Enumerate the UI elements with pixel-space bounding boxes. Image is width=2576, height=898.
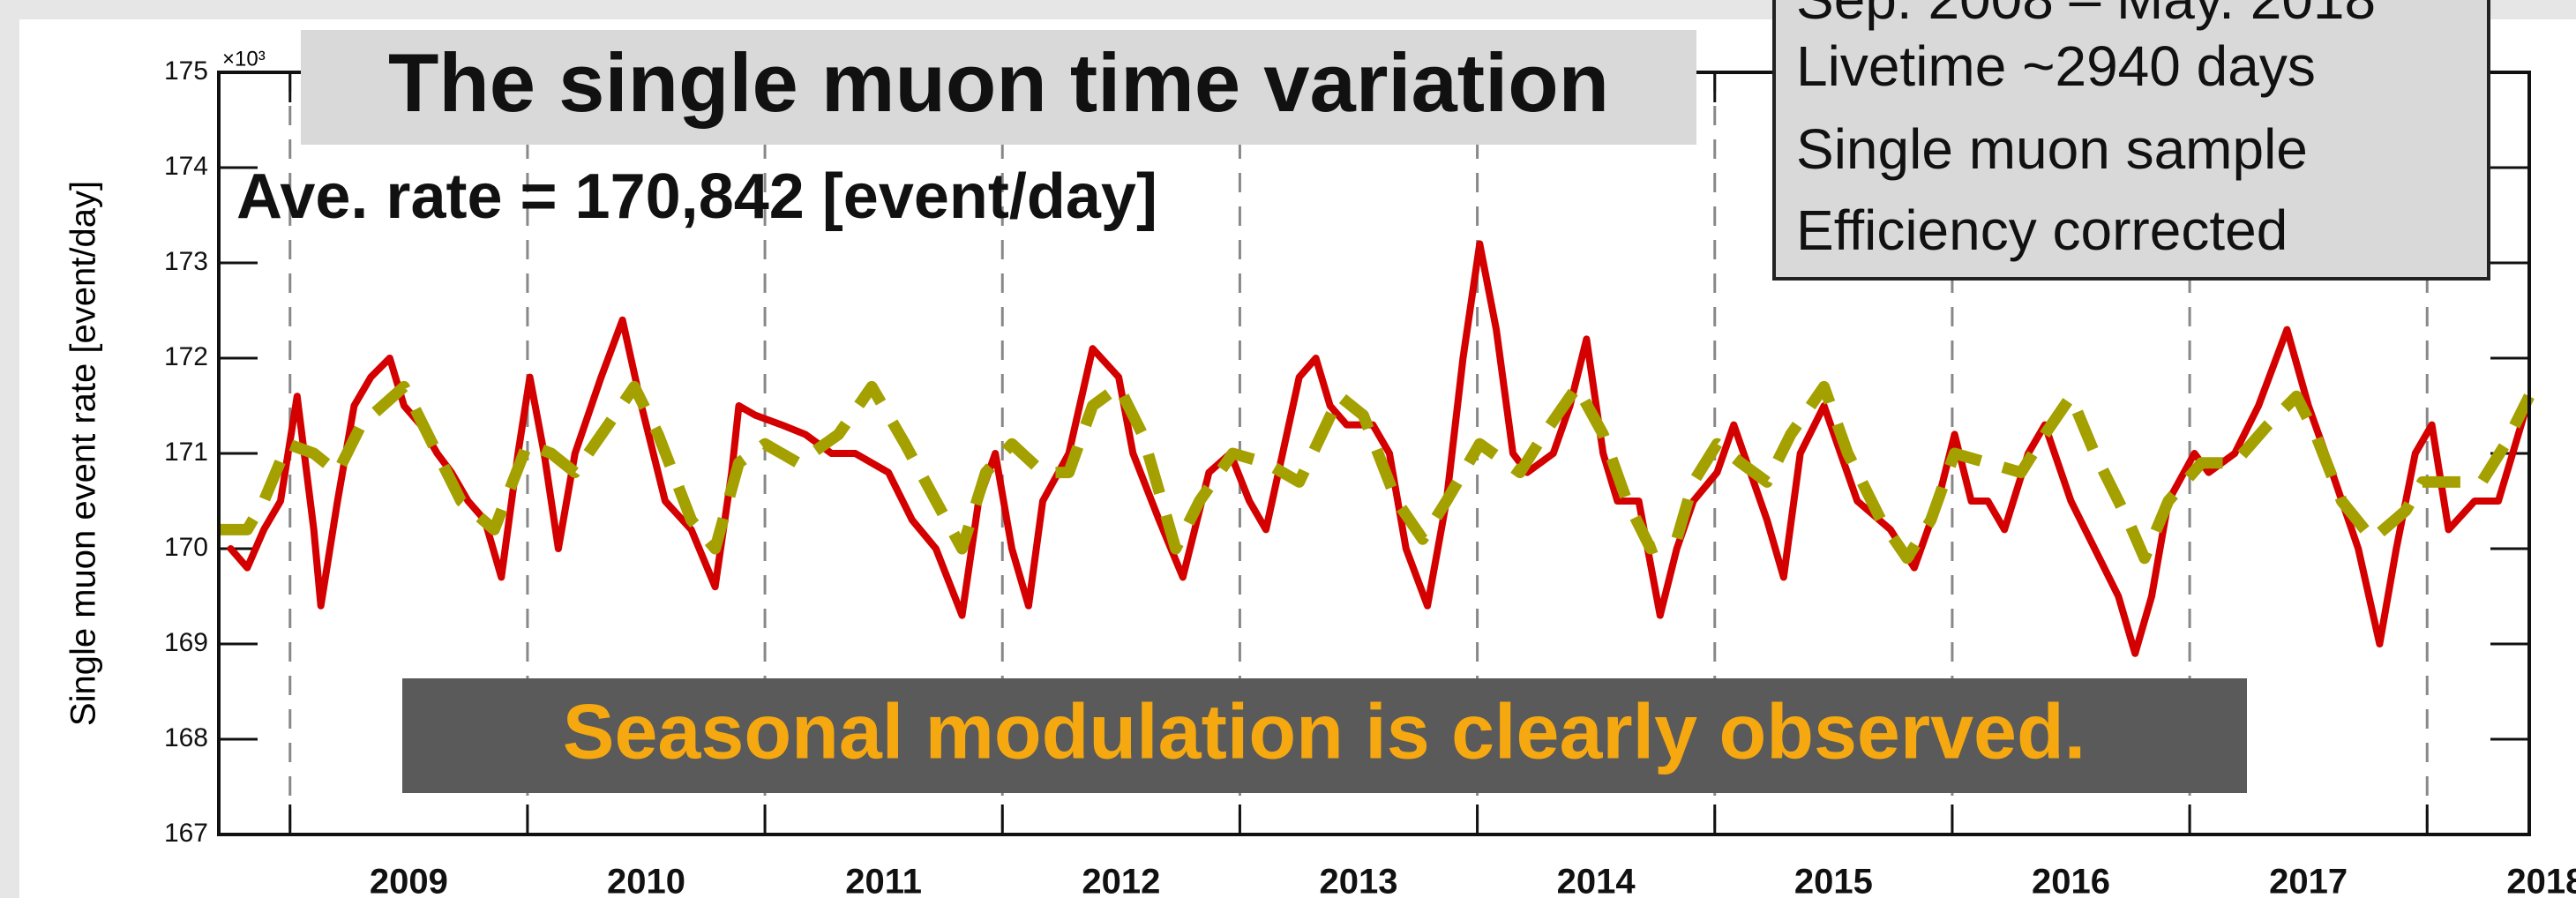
y-tick-label: 167 — [164, 819, 208, 848]
overlays: ×10³ Single muon event rate [event/day] … — [64, 0, 2490, 793]
x-tick-label: 2009 — [370, 863, 448, 898]
y-multiplier: ×10³ — [222, 47, 266, 71]
title-box — [301, 30, 1696, 145]
model-line — [219, 380, 2535, 565]
chart-title: The single muon time variation — [388, 36, 1609, 129]
info-line: Sep. 2008 – May. 2018 — [1796, 0, 2376, 31]
y-tick-label: 171 — [164, 438, 208, 467]
y-tick-label: 173 — [164, 247, 208, 276]
y-tick-label: 168 — [164, 723, 208, 752]
annotation: Ave. rate = 170,842 [event/day] — [236, 161, 1157, 232]
banner: Seasonal modulation is clearly observed. — [563, 687, 2086, 775]
y-tick-label: 174 — [164, 152, 208, 181]
info-line: Livetime ~2940 days — [1796, 34, 2316, 98]
y-axis-label: Single muon event rate [event/day] — [64, 181, 103, 726]
x-tick-label: 2017 — [2269, 863, 2348, 898]
x-tick-label: 2010 — [607, 863, 685, 898]
y-tick-label: 172 — [164, 342, 208, 371]
x-tick-label: 2018 — [2506, 863, 2576, 898]
x-tick-label: 2016 — [2032, 863, 2110, 898]
y-tick-label: 169 — [164, 628, 208, 657]
x-tick-label: 2015 — [1794, 863, 1873, 898]
data-line — [227, 240, 2531, 657]
banner-box — [402, 678, 2247, 793]
y-tick-label: 170 — [164, 533, 208, 562]
info-line: Efficiency corrected — [1796, 198, 2288, 262]
info-box — [1772, 0, 2490, 281]
info-line: Single muon sample — [1796, 117, 2308, 181]
x-tick-label: 2014 — [1557, 863, 1636, 898]
plot-area: 2009 2010 2011 2012 2013 2014 2015 2016 2017 2018… — [164, 56, 2576, 898]
y-tick-label: 175 — [164, 56, 208, 86]
x-tick-label: 2012 — [1082, 863, 1160, 898]
x-tick-label: 2013 — [1320, 863, 1398, 898]
x-tick-label: 2011 — [845, 863, 922, 898]
